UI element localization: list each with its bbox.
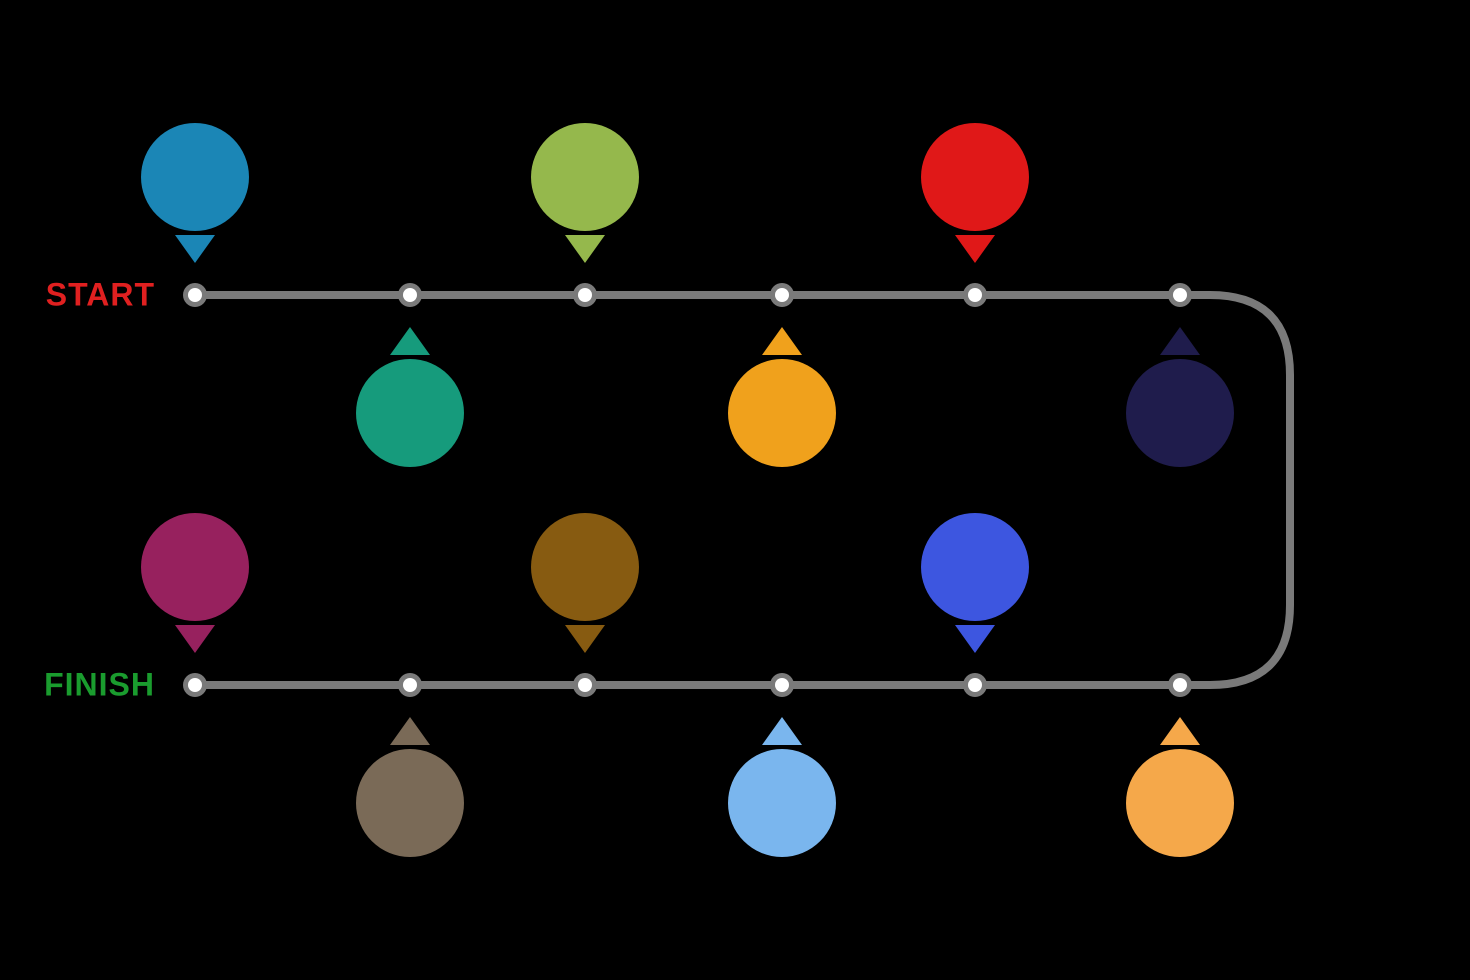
timeline-node-dot: [775, 288, 789, 302]
timeline-node-dot: [578, 288, 592, 302]
start-label: START: [46, 277, 155, 314]
marker-pointer-icon: [565, 235, 605, 263]
timeline-svg: [0, 0, 1470, 980]
timeline-node-dot: [578, 678, 592, 692]
marker-pointer-icon: [1160, 717, 1200, 745]
marker-circle: [356, 749, 464, 857]
marker-circle: [141, 123, 249, 231]
marker-circle: [921, 123, 1029, 231]
timeline-node-dot: [968, 288, 982, 302]
timeline-node-dot: [1173, 678, 1187, 692]
marker-circle: [921, 513, 1029, 621]
timeline-node-dot: [188, 678, 202, 692]
marker-pointer-icon: [955, 625, 995, 653]
marker-pointer-icon: [175, 235, 215, 263]
timeline-node-dot: [1173, 288, 1187, 302]
finish-label: FINISH: [44, 667, 155, 704]
timeline-node-dot: [775, 678, 789, 692]
marker-circle: [141, 513, 249, 621]
timeline-diagram: START FINISH: [0, 0, 1470, 980]
timeline-node-dot: [968, 678, 982, 692]
timeline-path: [195, 295, 1290, 685]
marker-pointer-icon: [762, 327, 802, 355]
marker-circle: [728, 749, 836, 857]
marker-pointer-icon: [1160, 327, 1200, 355]
marker-pointer-icon: [390, 717, 430, 745]
marker-circle: [1126, 359, 1234, 467]
marker-pointer-icon: [390, 327, 430, 355]
marker-pointer-icon: [955, 235, 995, 263]
marker-pointer-icon: [565, 625, 605, 653]
marker-circle: [356, 359, 464, 467]
marker-pointer-icon: [175, 625, 215, 653]
marker-circle: [728, 359, 836, 467]
timeline-node-dot: [188, 288, 202, 302]
timeline-node-dot: [403, 288, 417, 302]
marker-pointer-icon: [762, 717, 802, 745]
timeline-node-dot: [403, 678, 417, 692]
marker-circle: [531, 513, 639, 621]
marker-circle: [531, 123, 639, 231]
marker-circle: [1126, 749, 1234, 857]
